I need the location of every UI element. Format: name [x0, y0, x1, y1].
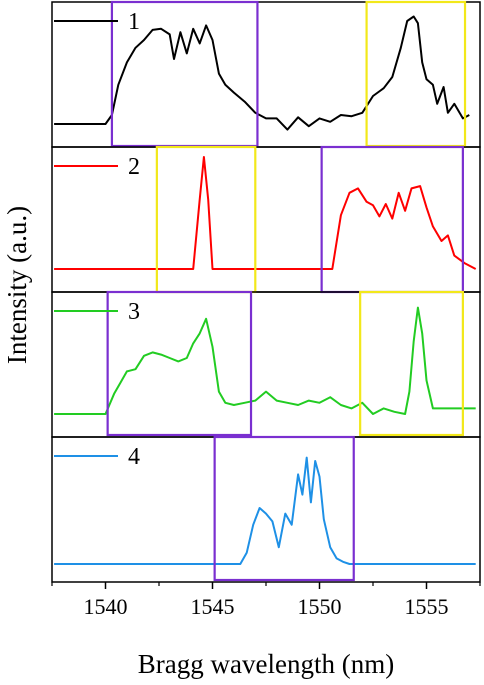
legend-label-4: 4: [128, 444, 140, 470]
highlight-box-purple: [213, 435, 355, 582]
highlight-box-yellow: [359, 290, 464, 437]
x-tick-label: 1550: [298, 594, 342, 619]
x-tick-label: 1555: [405, 594, 449, 619]
x-axis-label: Bragg wavelength (nm): [138, 649, 394, 679]
x-tick-label: 1545: [191, 594, 235, 619]
panel-frame: [51, 436, 481, 583]
legend-label-3: 3: [128, 299, 140, 325]
series-line-4: [54, 456, 476, 565]
panel-2: 2: [51, 145, 481, 294]
highlight-box-yellow: [365, 0, 467, 148]
y-axis-label: Intensity (a.u.): [2, 206, 32, 364]
series-line-3: [54, 306, 476, 415]
panel-3: 3: [51, 290, 481, 438]
panel-1: 1: [51, 0, 481, 148]
legend-label-1: 1: [128, 9, 140, 35]
panel-frame: [51, 1, 481, 148]
highlight-box-purple: [106, 290, 253, 437]
x-axis: 1540 1545 1550 1555: [51, 582, 481, 619]
panel-frame: [51, 291, 481, 438]
panel-4: 4: [51, 435, 481, 583]
series-line-1: [54, 15, 470, 131]
panel-frame: [51, 146, 481, 293]
x-tick-label: 1540: [84, 594, 128, 619]
legend-label-2: 2: [128, 154, 140, 180]
series-line-2: [54, 156, 477, 270]
chart-panels: 1 2 3 4: [51, 0, 481, 583]
